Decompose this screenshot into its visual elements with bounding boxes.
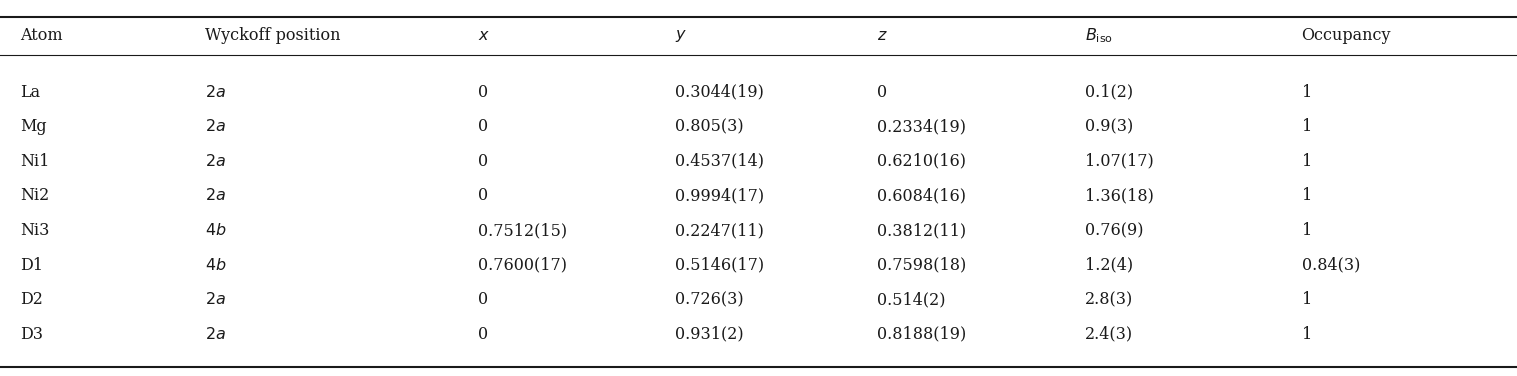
Text: 0: 0 xyxy=(478,83,488,101)
Text: Atom: Atom xyxy=(20,27,62,44)
Text: Ni2: Ni2 xyxy=(20,187,49,205)
Text: 0.4537(14): 0.4537(14) xyxy=(675,153,765,170)
Text: 0.6084(16): 0.6084(16) xyxy=(877,187,966,205)
Text: 1: 1 xyxy=(1302,153,1312,170)
Text: 0.7512(15): 0.7512(15) xyxy=(478,222,567,239)
Text: 0.931(2): 0.931(2) xyxy=(675,326,743,343)
Text: $2\mathit{a}$: $2\mathit{a}$ xyxy=(205,326,226,343)
Text: 0.805(3): 0.805(3) xyxy=(675,118,743,135)
Text: $4\mathit{b}$: $4\mathit{b}$ xyxy=(205,256,226,274)
Text: D3: D3 xyxy=(20,326,42,343)
Text: Occupancy: Occupancy xyxy=(1302,27,1391,44)
Text: 0.5146(17): 0.5146(17) xyxy=(675,256,765,274)
Text: $2\mathit{a}$: $2\mathit{a}$ xyxy=(205,291,226,308)
Text: 1: 1 xyxy=(1302,187,1312,205)
Text: 0.726(3): 0.726(3) xyxy=(675,291,743,308)
Text: $2\mathit{a}$: $2\mathit{a}$ xyxy=(205,153,226,170)
Text: $2\mathit{a}$: $2\mathit{a}$ xyxy=(205,118,226,135)
Text: 1: 1 xyxy=(1302,326,1312,343)
Text: Wyckoff position: Wyckoff position xyxy=(205,27,340,44)
Text: 0.76(9): 0.76(9) xyxy=(1085,222,1144,239)
Text: 0.3812(11): 0.3812(11) xyxy=(877,222,966,239)
Text: 0: 0 xyxy=(478,291,488,308)
Text: Ni1: Ni1 xyxy=(20,153,49,170)
Text: 0.6210(16): 0.6210(16) xyxy=(877,153,966,170)
Text: $4\mathit{b}$: $4\mathit{b}$ xyxy=(205,222,226,239)
Text: D2: D2 xyxy=(20,291,42,308)
Text: 1.36(18): 1.36(18) xyxy=(1085,187,1153,205)
Text: 0.514(2): 0.514(2) xyxy=(877,291,945,308)
Text: 0.7600(17): 0.7600(17) xyxy=(478,256,567,274)
Text: $x$: $x$ xyxy=(478,27,490,44)
Text: 1: 1 xyxy=(1302,222,1312,239)
Text: 0.9(3): 0.9(3) xyxy=(1085,118,1133,135)
Text: La: La xyxy=(20,83,39,101)
Text: 0: 0 xyxy=(478,187,488,205)
Text: 0: 0 xyxy=(478,118,488,135)
Text: 0: 0 xyxy=(877,83,887,101)
Text: Mg: Mg xyxy=(20,118,47,135)
Text: 0.84(3): 0.84(3) xyxy=(1302,256,1359,274)
Text: 0.2247(11): 0.2247(11) xyxy=(675,222,765,239)
Text: 0: 0 xyxy=(478,153,488,170)
Text: 0: 0 xyxy=(478,326,488,343)
Text: 1: 1 xyxy=(1302,291,1312,308)
Text: 2.8(3): 2.8(3) xyxy=(1085,291,1133,308)
Text: Ni3: Ni3 xyxy=(20,222,49,239)
Text: 2.4(3): 2.4(3) xyxy=(1085,326,1133,343)
Text: $z$: $z$ xyxy=(877,27,887,44)
Text: $2\mathit{a}$: $2\mathit{a}$ xyxy=(205,187,226,205)
Text: D1: D1 xyxy=(20,256,42,274)
Text: 0.7598(18): 0.7598(18) xyxy=(877,256,966,274)
Text: 0.2334(19): 0.2334(19) xyxy=(877,118,966,135)
Text: 1: 1 xyxy=(1302,118,1312,135)
Text: $2\mathit{a}$: $2\mathit{a}$ xyxy=(205,83,226,101)
Text: 0.3044(19): 0.3044(19) xyxy=(675,83,765,101)
Text: 0.1(2): 0.1(2) xyxy=(1085,83,1133,101)
Text: 1.07(17): 1.07(17) xyxy=(1085,153,1153,170)
Text: 0.9994(17): 0.9994(17) xyxy=(675,187,765,205)
Text: 1.2(4): 1.2(4) xyxy=(1085,256,1133,274)
Text: $y$: $y$ xyxy=(675,27,687,44)
Text: $B_{\rm iso}$: $B_{\rm iso}$ xyxy=(1085,26,1113,45)
Text: 1: 1 xyxy=(1302,83,1312,101)
Text: 0.8188(19): 0.8188(19) xyxy=(877,326,966,343)
